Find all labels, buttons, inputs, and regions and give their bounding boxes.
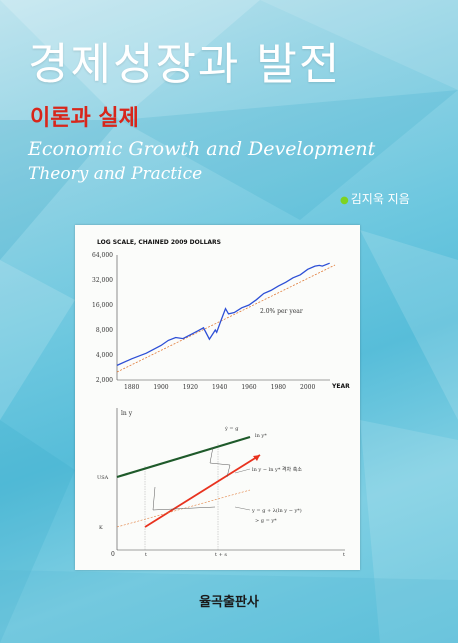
x-tick-label: 1920 xyxy=(183,384,198,391)
chart-title: LOG SCALE, CHAINED 2009 DOLLARS xyxy=(97,239,221,246)
x-tick-label: 2000 xyxy=(300,384,315,391)
y-tick-label: 64,000 xyxy=(92,252,113,259)
y-tick-label: 2,000 xyxy=(96,377,113,384)
author-name: 김지욱 지음 xyxy=(350,192,410,206)
book-subtitle: 이론과 실제 xyxy=(30,106,139,131)
trend-label: 2.0% per year xyxy=(260,308,303,315)
book-title: 경제성장과 발전 xyxy=(28,39,342,90)
y-tick-label: 4,000 xyxy=(96,352,113,359)
kor-label: K xyxy=(99,525,103,531)
t-plus-s-label: t + s xyxy=(215,552,227,558)
growth-label: ẏ = g xyxy=(224,426,239,432)
publisher-name: 율곡출판사 xyxy=(199,595,259,610)
pointer-line-1 xyxy=(234,468,251,474)
x-tick-label: 1900 xyxy=(153,384,168,391)
bullet-dot-icon: ● xyxy=(340,195,349,206)
gap-label: ln y − ln y* 격차 축소 xyxy=(252,466,302,473)
adjustment-path-2 xyxy=(152,486,216,511)
english-title: Economic Growth and Development xyxy=(28,138,376,160)
equation-2: > g = y* xyxy=(255,518,277,524)
arrow-head-icon xyxy=(253,455,260,461)
y-tick-labels: 64,000 32,000 16,000 8,000 4,000 2,000 xyxy=(92,252,113,384)
frontier-label: ln y* xyxy=(255,433,267,439)
time-axis-label: t xyxy=(343,552,345,558)
trend-line xyxy=(116,264,336,373)
adjustment-path xyxy=(209,446,231,478)
t-label: t xyxy=(145,552,147,558)
gdp-series-line xyxy=(116,262,330,366)
x-tick-label: 1960 xyxy=(241,384,256,391)
origin-label: 0 xyxy=(111,551,115,558)
x-tick-label: 1880 xyxy=(124,384,139,391)
y-tick-label: 16,000 xyxy=(92,302,113,309)
y-tick-label: 32,000 xyxy=(92,277,113,284)
equation-1: y = g + λ(ln y − y*) xyxy=(251,507,302,514)
figure-svg: LOG SCALE, CHAINED 2009 DOLLARS 64,000 32… xyxy=(92,239,350,558)
x-axis-label: YEAR xyxy=(331,383,350,390)
diagram-y-label: ln y xyxy=(121,410,133,417)
x-tick-label: 1980 xyxy=(271,384,286,391)
author-line: ● 김지욱 지음 xyxy=(340,190,410,207)
y-tick-label: 8,000 xyxy=(96,327,113,334)
pointer-line-2 xyxy=(234,506,251,511)
x-tick-label: 1940 xyxy=(212,384,227,391)
figure-panel: LOG SCALE, CHAINED 2009 DOLLARS 64,000 32… xyxy=(75,225,360,570)
catchup-line xyxy=(144,454,261,528)
x-tick-labels: 1880 1900 1920 1940 1960 1980 2000 xyxy=(124,384,315,391)
frontier-line xyxy=(116,435,251,479)
english-subtitle: Theory and Practice xyxy=(28,164,203,184)
usa-label: USA xyxy=(97,475,109,481)
